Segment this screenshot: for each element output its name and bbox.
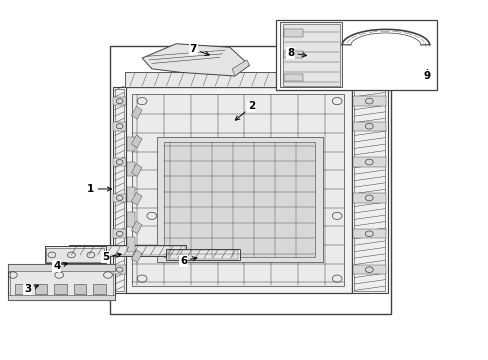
Polygon shape — [110, 45, 390, 315]
Text: 2: 2 — [235, 102, 255, 120]
Polygon shape — [113, 97, 126, 105]
Polygon shape — [352, 96, 385, 106]
Polygon shape — [352, 122, 385, 131]
Polygon shape — [93, 284, 105, 294]
Text: 4: 4 — [53, 261, 67, 271]
Polygon shape — [127, 237, 135, 252]
Polygon shape — [351, 87, 387, 293]
Polygon shape — [131, 135, 142, 148]
Polygon shape — [283, 30, 303, 37]
Polygon shape — [70, 246, 184, 255]
Polygon shape — [352, 193, 385, 203]
Polygon shape — [113, 122, 126, 131]
Polygon shape — [283, 74, 303, 81]
Polygon shape — [276, 21, 436, 90]
Text: 1: 1 — [87, 184, 111, 194]
Polygon shape — [127, 137, 135, 151]
Polygon shape — [127, 162, 135, 176]
Text: 7: 7 — [189, 44, 209, 55]
Polygon shape — [352, 229, 385, 238]
Polygon shape — [44, 246, 105, 263]
Polygon shape — [113, 265, 126, 274]
Polygon shape — [282, 24, 339, 86]
Polygon shape — [280, 22, 341, 87]
Text: 9: 9 — [423, 70, 430, 81]
Polygon shape — [353, 89, 384, 291]
Polygon shape — [131, 193, 142, 205]
Polygon shape — [166, 249, 239, 260]
Polygon shape — [131, 221, 142, 234]
Polygon shape — [15, 284, 27, 294]
Polygon shape — [113, 87, 126, 293]
Polygon shape — [113, 158, 126, 166]
Polygon shape — [10, 266, 113, 298]
Polygon shape — [131, 107, 142, 119]
Text: 5: 5 — [102, 252, 121, 262]
Text: 8: 8 — [286, 48, 306, 58]
Polygon shape — [35, 284, 47, 294]
Polygon shape — [113, 194, 126, 202]
Polygon shape — [8, 264, 115, 271]
Polygon shape — [127, 187, 135, 202]
Polygon shape — [8, 295, 115, 300]
Polygon shape — [283, 51, 303, 58]
Polygon shape — [352, 265, 385, 274]
Polygon shape — [142, 44, 249, 76]
Polygon shape — [167, 250, 238, 258]
Polygon shape — [46, 248, 104, 262]
Polygon shape — [163, 142, 315, 257]
Polygon shape — [232, 60, 249, 76]
Polygon shape — [69, 245, 185, 256]
Polygon shape — [74, 284, 86, 294]
Polygon shape — [352, 157, 385, 167]
Polygon shape — [125, 87, 351, 293]
Polygon shape — [113, 229, 126, 238]
Text: 3: 3 — [24, 284, 39, 294]
Polygon shape — [132, 94, 344, 286]
Polygon shape — [115, 89, 124, 291]
Polygon shape — [8, 264, 115, 300]
Polygon shape — [125, 72, 351, 87]
Polygon shape — [54, 284, 66, 294]
Polygon shape — [127, 212, 135, 226]
Polygon shape — [131, 250, 142, 262]
Polygon shape — [131, 164, 142, 176]
Text: 6: 6 — [180, 256, 197, 266]
Polygon shape — [157, 137, 322, 262]
